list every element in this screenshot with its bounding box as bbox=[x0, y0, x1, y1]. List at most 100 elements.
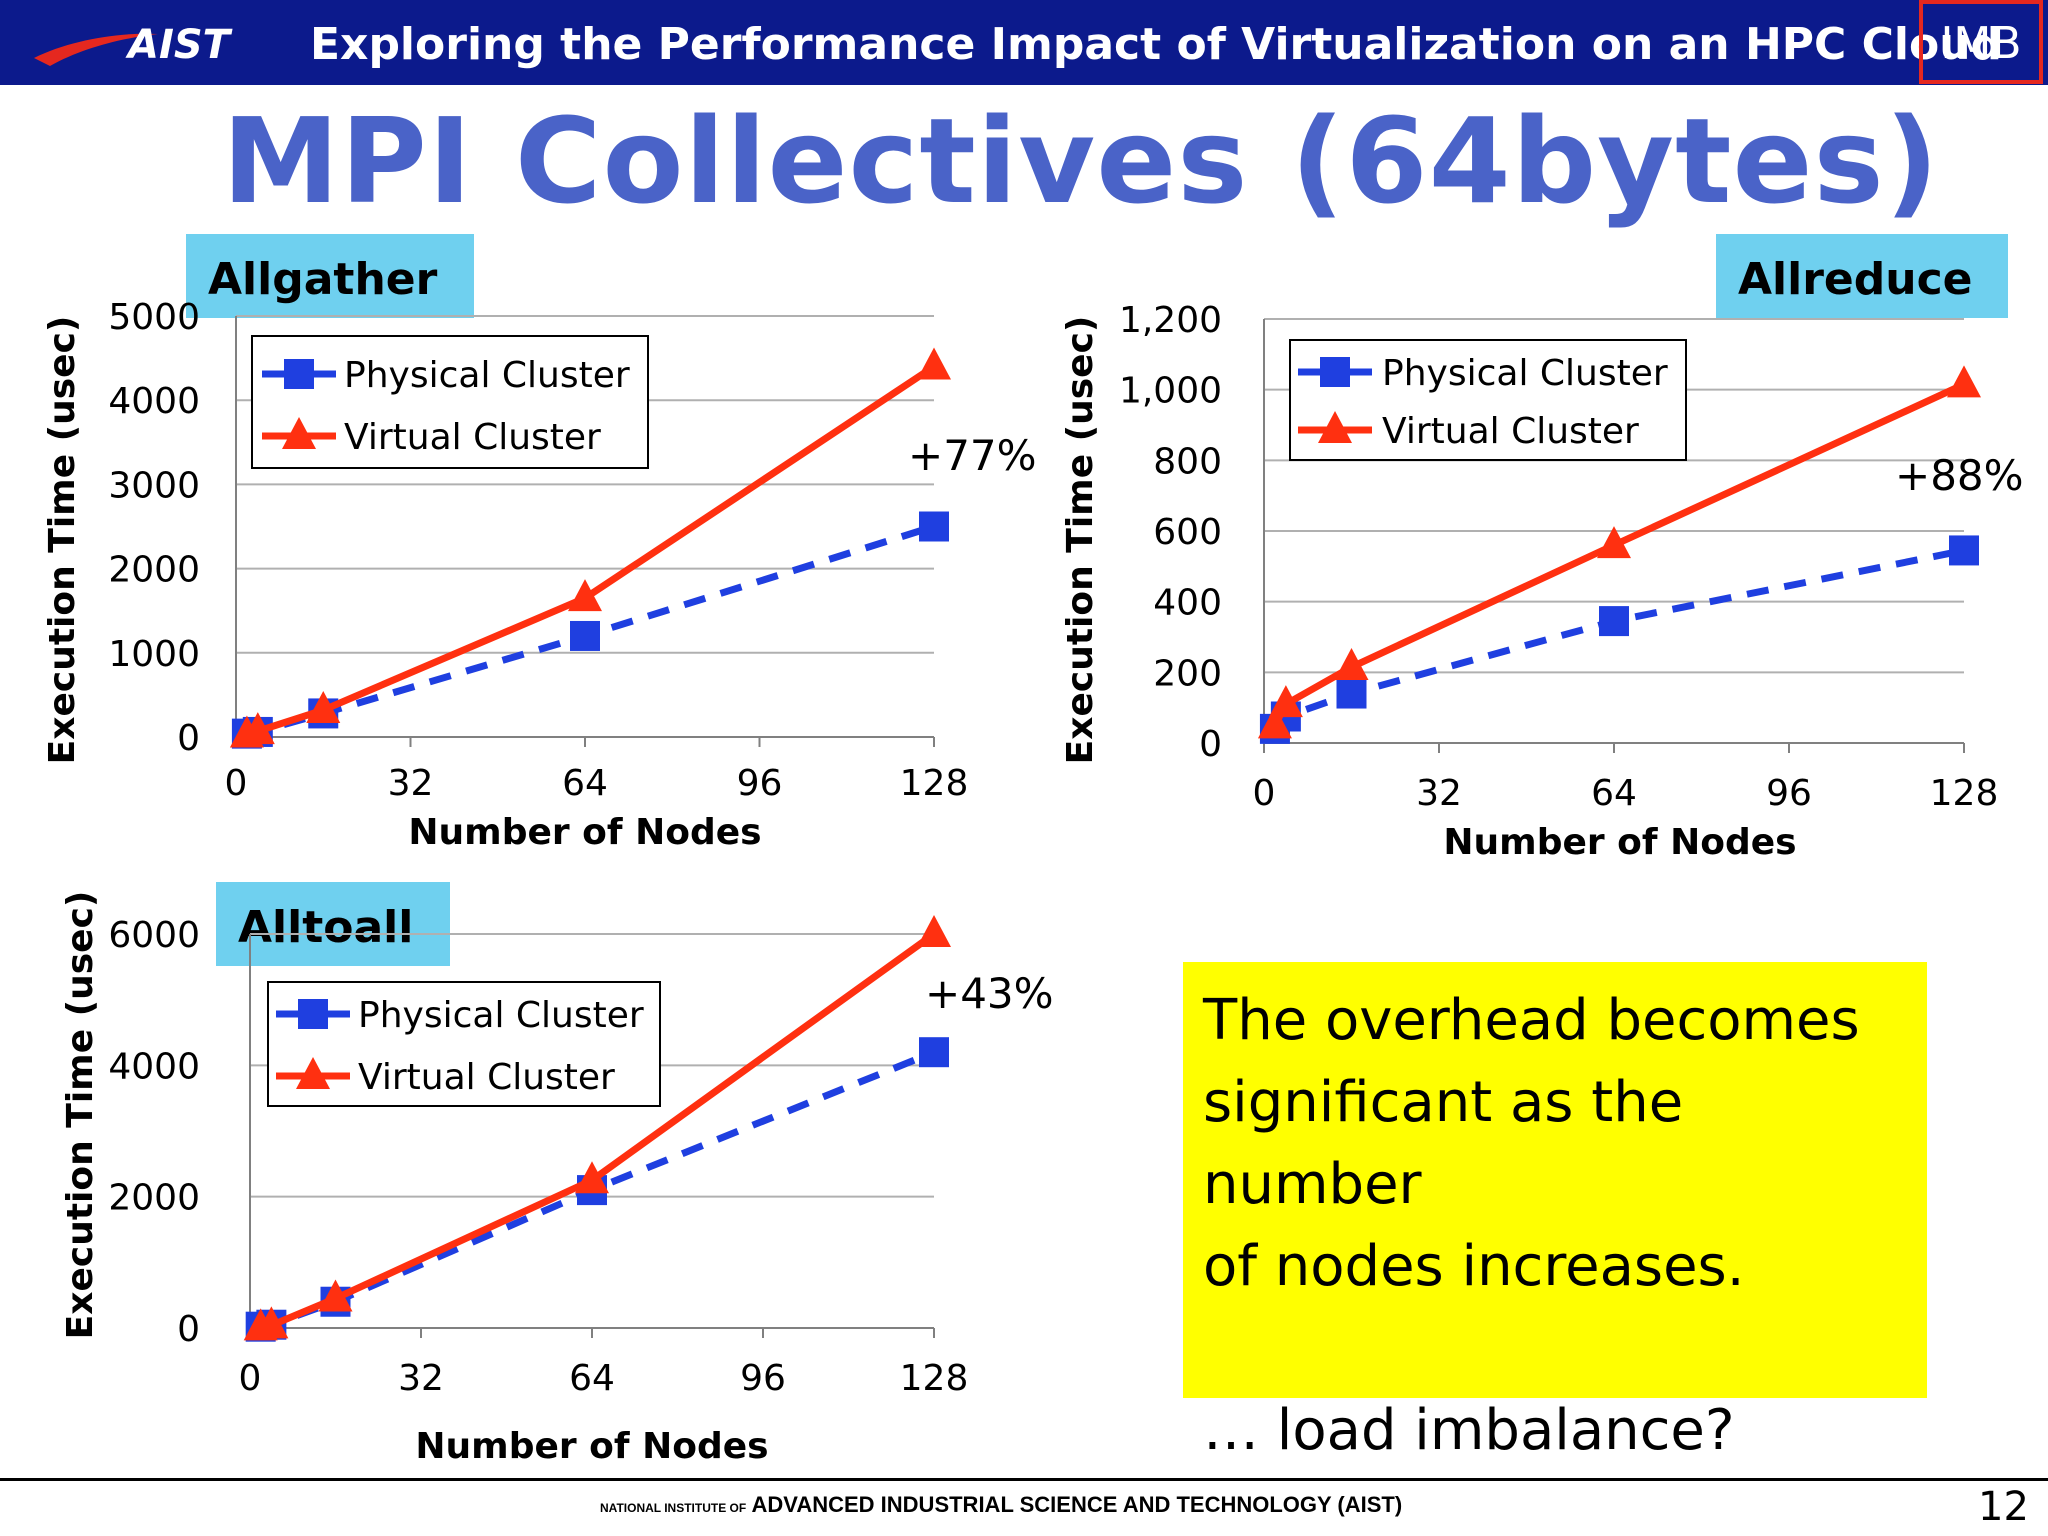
x-tick-label: 64 bbox=[562, 763, 608, 804]
legend-label-virtual: Virtual Cluster bbox=[344, 417, 601, 458]
data-point-triangle bbox=[1257, 706, 1292, 739]
chart-tag: Allgather bbox=[208, 254, 438, 305]
series-line-square bbox=[1272, 547, 1965, 732]
note-line: The overhead becomes bbox=[1203, 988, 1860, 1053]
data-point-triangle bbox=[1597, 526, 1631, 559]
imb-badge: IMB bbox=[1919, 0, 2043, 84]
allreduce-chart: Allreduce 0 200 400 600 800 1,000 1,200 0 32 64 96… bbox=[1060, 234, 2024, 863]
x-tick-label: 96 bbox=[1766, 773, 1812, 814]
x-tick-label: 128 bbox=[1930, 773, 1999, 814]
page-title: MPI Collectives (64bytes) bbox=[222, 92, 1940, 230]
legend-label-physical: Physical Cluster bbox=[358, 995, 644, 1036]
legend: Physical Cluster Virtual Cluster bbox=[267, 981, 661, 1107]
legend: Physical Cluster Virtual Cluster bbox=[251, 335, 649, 469]
data-point-triangle bbox=[575, 1161, 609, 1194]
note-spacer bbox=[1203, 1308, 1907, 1390]
data-point-triangle bbox=[1268, 685, 1303, 718]
legend-box bbox=[1289, 339, 1687, 461]
chart-tag-bg bbox=[186, 234, 474, 318]
x-tick-label: 0 bbox=[239, 1358, 262, 1399]
chart-tag-bg bbox=[1716, 234, 2008, 318]
header-bar: AIST Exploring the Performance Impact of… bbox=[0, 0, 2048, 85]
footer-name: ADVANCED INDUSTRIAL SCIENCE AND TECHNOLO… bbox=[751, 1492, 1403, 1517]
x-axis-label: Number of Nodes bbox=[408, 812, 761, 853]
y-tick-label: 2000 bbox=[108, 550, 200, 591]
header-title: Exploring the Performance Impact of Virt… bbox=[310, 19, 2003, 70]
data-point-square bbox=[919, 1037, 949, 1068]
data-point-triangle bbox=[1947, 365, 1981, 398]
data-point-square bbox=[298, 999, 328, 1029]
data-point-triangle bbox=[568, 579, 602, 612]
legend-label-virtual: Virtual Cluster bbox=[1382, 411, 1639, 452]
y-tick-label: 200 bbox=[1153, 653, 1222, 694]
data-point-triangle bbox=[1318, 411, 1352, 443]
data-point-square bbox=[284, 359, 314, 389]
logo-text: AIST bbox=[125, 22, 233, 68]
data-point-triangle bbox=[917, 347, 951, 380]
x-tick-label: 96 bbox=[740, 1358, 786, 1399]
chart-tag: Allreduce bbox=[1738, 254, 1973, 305]
x-tick-label: 0 bbox=[1253, 773, 1276, 814]
x-tick-label: 128 bbox=[900, 763, 969, 804]
y-tick-label: 800 bbox=[1153, 441, 1222, 482]
footer-prefix: NATIONAL INSTITUTE OF bbox=[600, 1501, 747, 1515]
data-point-triangle bbox=[1334, 648, 1369, 681]
legend-label-physical: Physical Cluster bbox=[344, 355, 630, 396]
data-point-triangle bbox=[318, 1279, 353, 1312]
aist-logo: AIST bbox=[34, 22, 233, 68]
data-point-triangle bbox=[240, 712, 275, 745]
x-axis-label: Number of Nodes bbox=[1443, 822, 1796, 863]
legend-box bbox=[267, 981, 661, 1107]
x-tick-label: 96 bbox=[737, 763, 783, 804]
data-point-triangle bbox=[254, 1306, 289, 1339]
legend-label-virtual: Virtual Cluster bbox=[358, 1057, 615, 1098]
x-tick-label: 128 bbox=[900, 1358, 969, 1399]
logo-swoosh bbox=[34, 33, 158, 66]
y-tick-label: 1000 bbox=[108, 634, 200, 675]
y-tick-label: 3000 bbox=[108, 465, 200, 506]
y-tick-label: 4000 bbox=[108, 381, 200, 422]
y-tick-label: 2000 bbox=[108, 1178, 200, 1219]
overhead-annotation: +77% bbox=[908, 431, 1037, 480]
note-line: significant as the number bbox=[1203, 1070, 1684, 1217]
x-tick-label: 0 bbox=[225, 763, 248, 804]
x-axis-label: Number of Nodes bbox=[415, 1426, 768, 1467]
note-line: of nodes increases. bbox=[1203, 1234, 1745, 1299]
chart-tag-bg bbox=[216, 882, 450, 966]
data-point-square bbox=[1949, 535, 1979, 566]
x-tick-label: 64 bbox=[569, 1358, 615, 1399]
data-point-triangle bbox=[282, 417, 316, 449]
footer-divider bbox=[0, 1478, 2048, 1481]
legend-box bbox=[251, 335, 649, 469]
y-tick-label: 0 bbox=[177, 1309, 200, 1350]
x-tick-label: 64 bbox=[1591, 773, 1637, 814]
y-tick-label: 6000 bbox=[108, 915, 200, 956]
y-axis-label: Execution Time (usec) bbox=[1060, 316, 1101, 765]
note-box: The overhead becomes significant as the … bbox=[1183, 962, 1927, 1463]
legend-label-physical: Physical Cluster bbox=[1382, 353, 1668, 394]
data-point-square bbox=[1336, 678, 1367, 709]
y-tick-label: 0 bbox=[1199, 724, 1222, 765]
data-point-square bbox=[919, 511, 949, 542]
allgather-chart: Allgather 0 1000 2000 3000 4000 5000 0 32 64 96 12… bbox=[42, 234, 1037, 853]
footer-institution: NATIONAL INSTITUTE OF ADVANCED INDUSTRIA… bbox=[600, 1492, 1402, 1518]
overhead-annotation: +43% bbox=[925, 969, 1054, 1018]
x-tick-label: 32 bbox=[398, 1358, 444, 1399]
x-tick-label: 32 bbox=[1416, 773, 1462, 814]
page-number: 12 bbox=[1978, 1484, 2029, 1530]
y-tick-label: 400 bbox=[1153, 583, 1222, 624]
y-tick-label: 1,000 bbox=[1119, 371, 1222, 412]
alltoall-chart: Alltoall 0 2000 4000 6000 0 32 64 96 128 Number … bbox=[60, 882, 1054, 1467]
data-point-triangle bbox=[296, 1057, 330, 1089]
overhead-annotation: +88% bbox=[1895, 451, 2024, 500]
y-tick-label: 600 bbox=[1153, 512, 1222, 553]
y-tick-label: 0 bbox=[177, 718, 200, 759]
y-tick-label: 1,200 bbox=[1119, 300, 1222, 341]
data-point-triangle bbox=[917, 915, 951, 947]
legend: Physical Cluster Virtual Cluster bbox=[1289, 339, 1687, 461]
data-point-triangle bbox=[306, 691, 341, 724]
chart-tag: Alltoall bbox=[238, 902, 413, 953]
note-question: … load imbalance? bbox=[1203, 1398, 1735, 1463]
y-axis-label: Execution Time (usec) bbox=[42, 316, 83, 765]
data-point-square bbox=[1599, 606, 1629, 637]
